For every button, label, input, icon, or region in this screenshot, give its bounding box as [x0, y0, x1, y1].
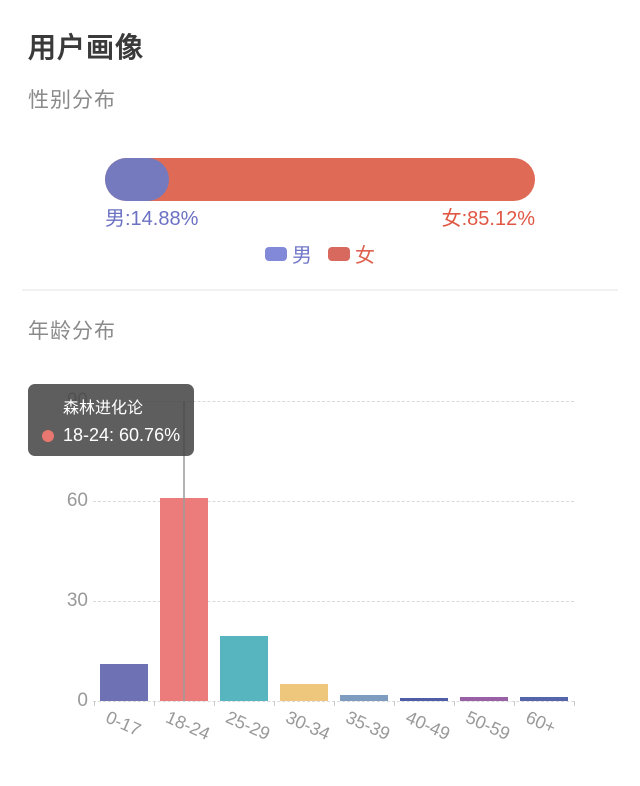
male-percentage-label: 男:14.88% — [105, 208, 199, 230]
y-axis-label-0: 0 — [77, 690, 88, 711]
gridline-y-0 — [93, 701, 574, 702]
y-axis-label-30: 30 — [66, 590, 88, 611]
legend-swatch-icon — [265, 246, 287, 261]
x-axis-label-40-49: 40-49 — [402, 707, 454, 744]
tooltip-series-name: 森林进化论 — [63, 400, 144, 417]
gender-distribution-bar[interactable] — [105, 158, 535, 201]
x-axis-tick — [394, 701, 395, 706]
age-section-heading: 年龄分布 — [28, 320, 116, 343]
x-axis-tick — [574, 701, 575, 706]
tooltip-series-marker-icon — [42, 429, 54, 442]
legend-label: 女 — [355, 245, 375, 267]
gender-value-labels: 男:14.88% 女:85.12% — [105, 202, 535, 231]
x-axis-tick — [274, 701, 275, 706]
x-axis-label-18-24: 18-24 — [162, 707, 214, 744]
x-axis-tick — [514, 701, 515, 706]
chart-tooltip: 森林进化论 18-24: 60.76% — [28, 384, 195, 456]
x-axis-tick — [214, 701, 215, 706]
gridline-y-60 — [93, 501, 574, 502]
age-bar-0-17[interactable] — [100, 664, 148, 701]
x-axis-label-0-17: 0-17 — [102, 707, 144, 740]
age-bar-25-29[interactable] — [220, 635, 268, 701]
y-axis-label-60: 60 — [66, 490, 88, 511]
age-bar-60+[interactable] — [520, 696, 568, 701]
x-axis-tick — [334, 701, 335, 706]
x-axis-tick — [454, 701, 455, 706]
chart-axis-pointer-line — [183, 401, 185, 701]
female-percentage-label: 女:85.12% — [441, 208, 535, 230]
age-bar-35-39[interactable] — [340, 695, 388, 701]
x-axis-label-35-39: 35-39 — [342, 707, 394, 744]
gridline-y-30 — [93, 601, 574, 602]
x-axis-label-50-59: 50-59 — [462, 707, 514, 744]
age-bar-50-59[interactable] — [460, 696, 508, 701]
x-axis-tick — [94, 701, 95, 706]
x-axis-tick — [154, 701, 155, 706]
legend-label: 男 — [292, 245, 312, 267]
x-axis-label-25-29: 25-29 — [222, 707, 274, 744]
legend-swatch-icon — [328, 246, 350, 261]
gender-section-heading: 性别分布 — [28, 89, 116, 112]
gender-legend: 男女 — [0, 239, 640, 268]
x-axis-label-30-34: 30-34 — [282, 707, 334, 744]
tooltip-value-text: 18-24: 60.76% — [63, 425, 181, 445]
gender-bar-male-segment[interactable] — [105, 158, 169, 201]
page-title: 用户画像 — [28, 32, 145, 63]
age-bar-40-49[interactable] — [400, 698, 448, 701]
gridline-y-90 — [93, 401, 574, 402]
age-bar-30-34[interactable] — [280, 684, 328, 701]
legend-item-男[interactable]: 男 — [265, 239, 312, 268]
legend-item-女[interactable]: 女 — [328, 239, 375, 268]
section-divider — [22, 289, 618, 291]
x-axis-label-60+: 60+ — [522, 707, 559, 738]
